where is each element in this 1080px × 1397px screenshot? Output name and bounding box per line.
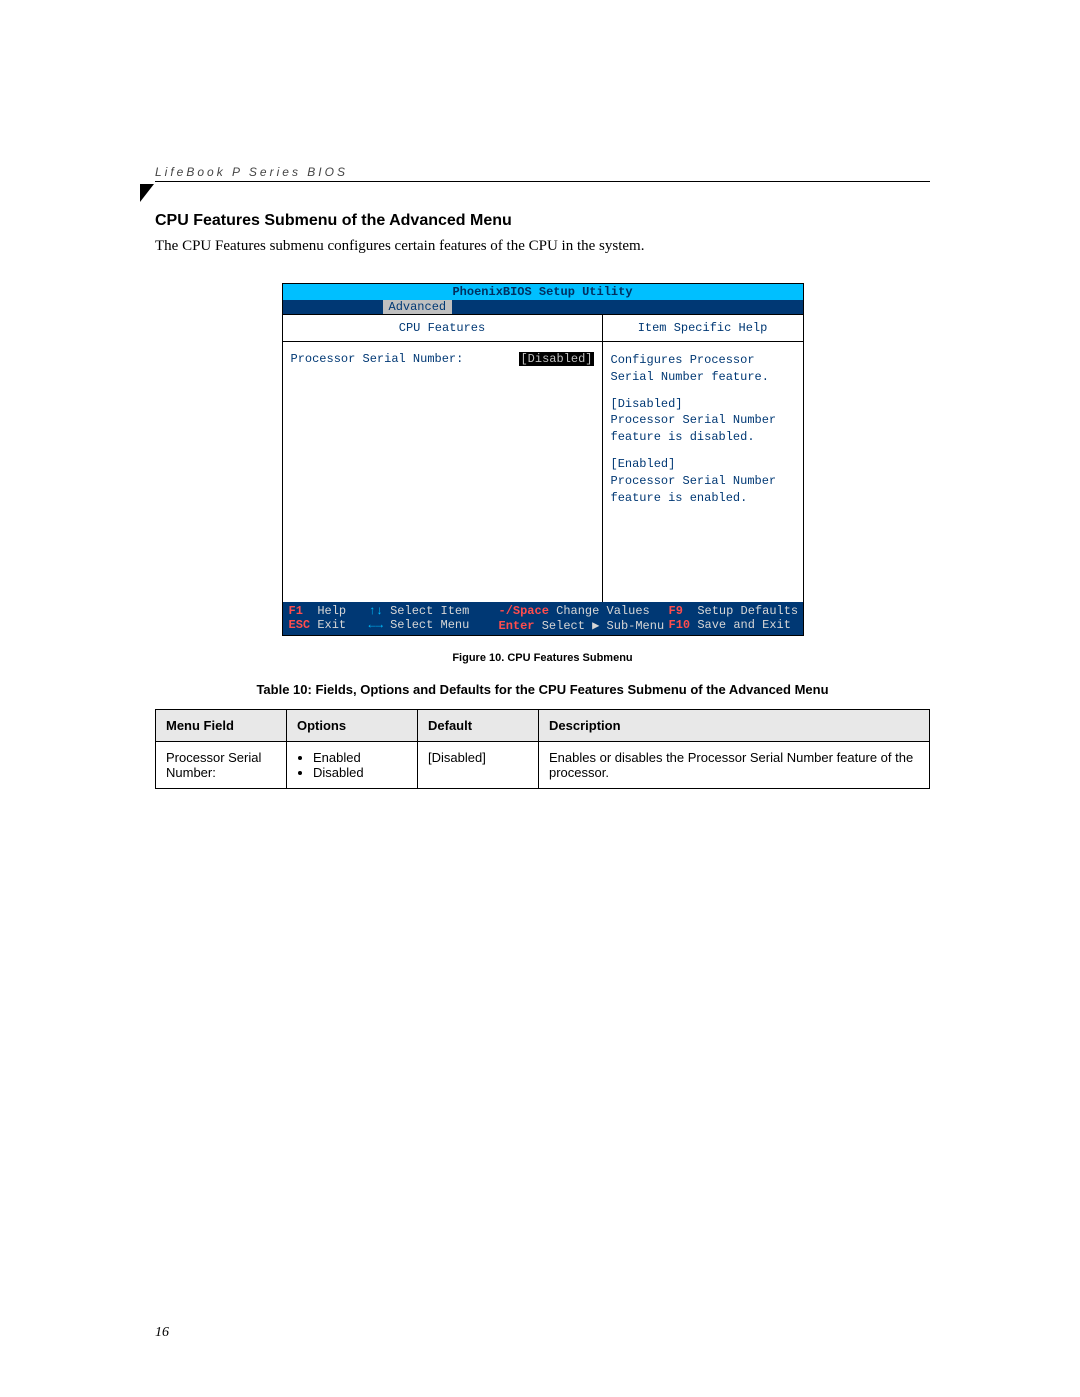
bios-field-value: [Disabled] (519, 352, 593, 366)
header-corner-mark (140, 184, 154, 202)
bios-tab-advanced: Advanced (383, 300, 453, 314)
intro-paragraph: The CPU Features submenu configures cert… (155, 238, 930, 255)
option-item: Enabled (313, 750, 407, 765)
options-table: Menu Field Options Default Description P… (155, 709, 930, 789)
help-line: [Enabled] Processor Serial Number featur… (611, 456, 795, 506)
bios-help-text: Configures Processor Serial Number featu… (603, 342, 803, 602)
th-default: Default (418, 710, 539, 742)
bios-left-title: CPU Features (283, 315, 602, 342)
help-line: [Disabled] Processor Serial Number featu… (611, 396, 795, 446)
bios-field-label: Processor Serial Number: (291, 352, 520, 366)
table-header-row: Menu Field Options Default Description (156, 710, 930, 742)
td-description: Enables or disables the Processor Serial… (539, 742, 930, 789)
bios-screenshot: PhoenixBIOS Setup Utility Advanced CPU F… (282, 283, 804, 636)
bios-menubar: Advanced (283, 300, 803, 314)
th-menu-field: Menu Field (156, 710, 287, 742)
bios-footer: F1 Help ↑↓ Select Item -/Space Change Va… (283, 602, 803, 635)
th-options: Options (287, 710, 418, 742)
td-menu-field: Processor Serial Number: (156, 742, 287, 789)
page-header: LifeBook P Series BIOS (155, 165, 930, 182)
help-line: Configures Processor Serial Number featu… (611, 352, 795, 386)
page-number: 16 (155, 1325, 169, 1341)
th-description: Description (539, 710, 930, 742)
section-title: CPU Features Submenu of the Advanced Men… (155, 212, 930, 230)
figure-caption: Figure 10. CPU Features Submenu (155, 652, 930, 664)
bios-field-row: Processor Serial Number: [Disabled] (291, 352, 594, 366)
bios-help-title: Item Specific Help (603, 315, 803, 342)
bios-title: PhoenixBIOS Setup Utility (283, 284, 803, 300)
option-item: Disabled (313, 765, 407, 780)
table-caption: Table 10: Fields, Options and Defaults f… (155, 682, 930, 697)
td-default: [Disabled] (418, 742, 539, 789)
table-row: Processor Serial Number: Enabled Disable… (156, 742, 930, 789)
td-options: Enabled Disabled (287, 742, 418, 789)
